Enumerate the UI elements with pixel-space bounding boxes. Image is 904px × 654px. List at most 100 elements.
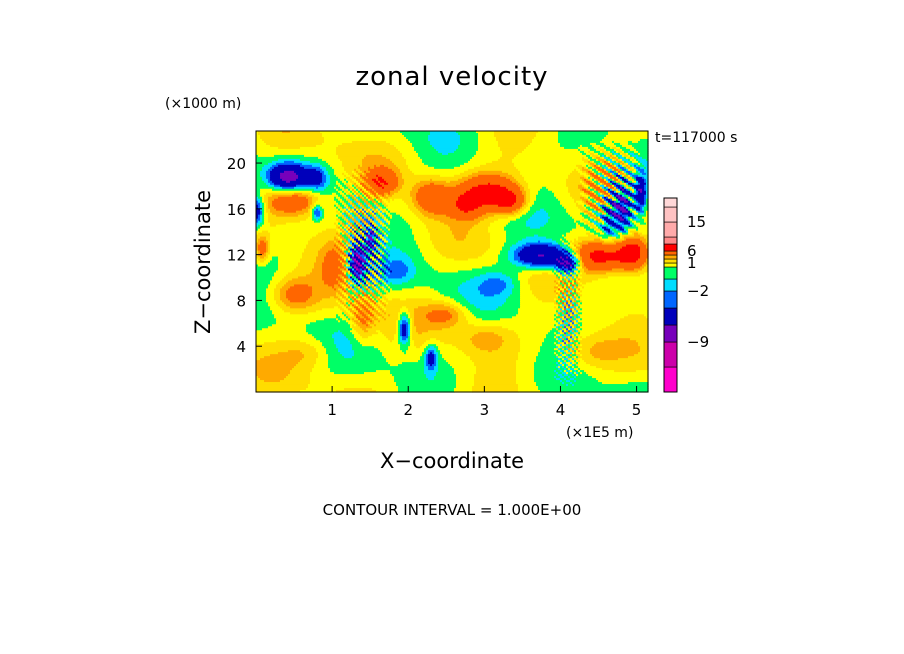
contour-cell [562, 280, 565, 284]
contour-cell [428, 304, 445, 307]
contour-cell [352, 210, 355, 214]
contour-cell [624, 202, 633, 206]
contour-cell [566, 286, 569, 289]
contour-cell [338, 244, 341, 248]
contour-cell [368, 198, 371, 202]
contour-cell [582, 284, 649, 287]
contour-cell [634, 190, 637, 194]
contour-cell [602, 226, 607, 230]
contour-cell [342, 300, 345, 303]
contour-cell [368, 208, 371, 212]
contour-cell [346, 170, 353, 174]
contour-cell [344, 168, 355, 172]
contour-cell [354, 238, 359, 242]
contour-cell [628, 142, 649, 146]
contour-cell [332, 334, 345, 337]
contour-cell [580, 244, 583, 248]
contour-cell [494, 294, 511, 297]
contour-cell [354, 230, 357, 234]
contour-cell [566, 294, 569, 297]
contour-cell [368, 306, 371, 309]
contour-cell [532, 138, 559, 142]
contour-cell [610, 162, 613, 166]
contour-cell [478, 222, 491, 226]
contour-cell [644, 166, 647, 170]
contour-cell [572, 328, 577, 331]
contour-cell [256, 228, 259, 232]
contour-cell [372, 300, 375, 303]
contour-cell [520, 340, 545, 343]
contour-cell [258, 250, 261, 254]
contour-cell [388, 280, 409, 284]
contour-cell [644, 180, 647, 184]
contour-cell [570, 332, 573, 335]
contour-cell [632, 188, 635, 192]
contour-cell [568, 278, 571, 282]
contour-cell [560, 288, 565, 291]
contour-cell [646, 222, 649, 226]
contour-cell [258, 131, 283, 134]
contour-cell [376, 178, 379, 182]
contour-cell [582, 312, 649, 315]
contour-cell [382, 202, 387, 206]
contour-cell [270, 176, 281, 180]
contour-cell [342, 244, 345, 248]
contour-cell [348, 302, 351, 305]
contour-cell [288, 272, 311, 276]
contour-cell [326, 160, 343, 164]
contour-cell [462, 294, 485, 297]
contour-cell [582, 200, 585, 204]
contour-cell [358, 304, 361, 307]
contour-cell [386, 212, 391, 216]
contour-cell [632, 186, 635, 190]
contour-cell [614, 170, 617, 174]
contour-cell [518, 274, 533, 278]
contour-cell [508, 222, 527, 226]
contour-cell [632, 198, 635, 202]
contour-cell [406, 158, 423, 162]
contour-cell [606, 134, 649, 138]
contour-cell [364, 240, 367, 244]
contour-cell [602, 164, 605, 168]
contour-cell [362, 172, 365, 176]
contour-cell [610, 198, 613, 202]
contour-cell [382, 242, 385, 246]
contour-cell [366, 310, 371, 313]
contour-cell [358, 314, 363, 317]
contour-cell [344, 288, 347, 291]
contour-cell [342, 274, 347, 278]
contour-cell [608, 194, 611, 198]
contour-cell [586, 152, 591, 156]
contour-cell [576, 260, 581, 264]
contour-cell [388, 256, 411, 260]
contour-cell [580, 334, 591, 337]
contour-cell [640, 254, 649, 258]
contour-cell [340, 242, 343, 246]
contour-cell [378, 196, 381, 200]
contour-cell [646, 258, 649, 262]
contour-cell [416, 182, 431, 186]
contour-cell [372, 326, 397, 329]
contour-cell [526, 220, 549, 224]
contour-cell [516, 178, 525, 182]
contour-cell [278, 264, 299, 268]
contour-cell [514, 252, 519, 256]
contour-cell [256, 254, 259, 258]
contour-cell [588, 220, 591, 224]
contour-cell [336, 240, 339, 244]
contour-cell [580, 290, 583, 293]
contour-cell [404, 200, 413, 204]
contour-cell [570, 172, 581, 176]
contour-cell [604, 232, 607, 236]
contour-cell [410, 338, 413, 341]
contour-cell [490, 242, 505, 246]
contour-cell [256, 178, 263, 182]
contour-cell [598, 162, 601, 166]
contour-cell [388, 292, 441, 295]
contour-cell [646, 198, 649, 202]
contour-cell [380, 302, 383, 305]
contour-cell [572, 342, 575, 345]
contour-cell [374, 210, 377, 214]
contour-cell [600, 182, 603, 186]
contour-cell [584, 160, 589, 164]
